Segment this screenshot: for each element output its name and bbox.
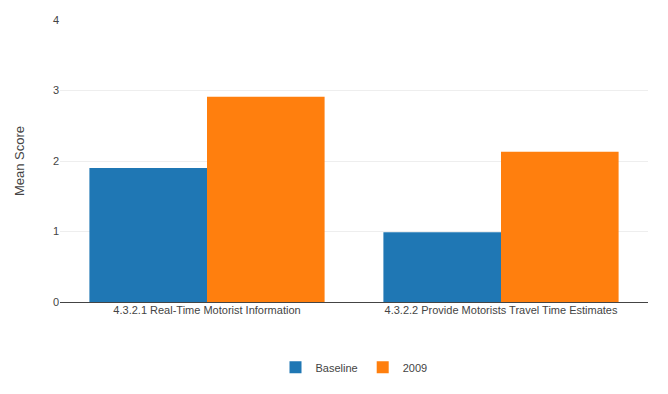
svg-text:1: 1 xyxy=(53,225,59,237)
svg-text:Mean Score: Mean Score xyxy=(12,126,27,196)
svg-text:4.3.2.2 Provide Motorists Trav: 4.3.2.2 Provide Motorists Travel Time Es… xyxy=(385,304,618,316)
svg-text:2009: 2009 xyxy=(403,362,427,374)
svg-text:4.3.2.1 Real-Time Motorist Inf: 4.3.2.1 Real-Time Motorist Information xyxy=(113,304,300,316)
svg-text:3: 3 xyxy=(53,84,59,96)
svg-text:4: 4 xyxy=(53,14,59,26)
svg-text:2: 2 xyxy=(53,155,59,167)
svg-text:Baseline: Baseline xyxy=(316,362,358,374)
svg-text:0: 0 xyxy=(53,296,59,308)
